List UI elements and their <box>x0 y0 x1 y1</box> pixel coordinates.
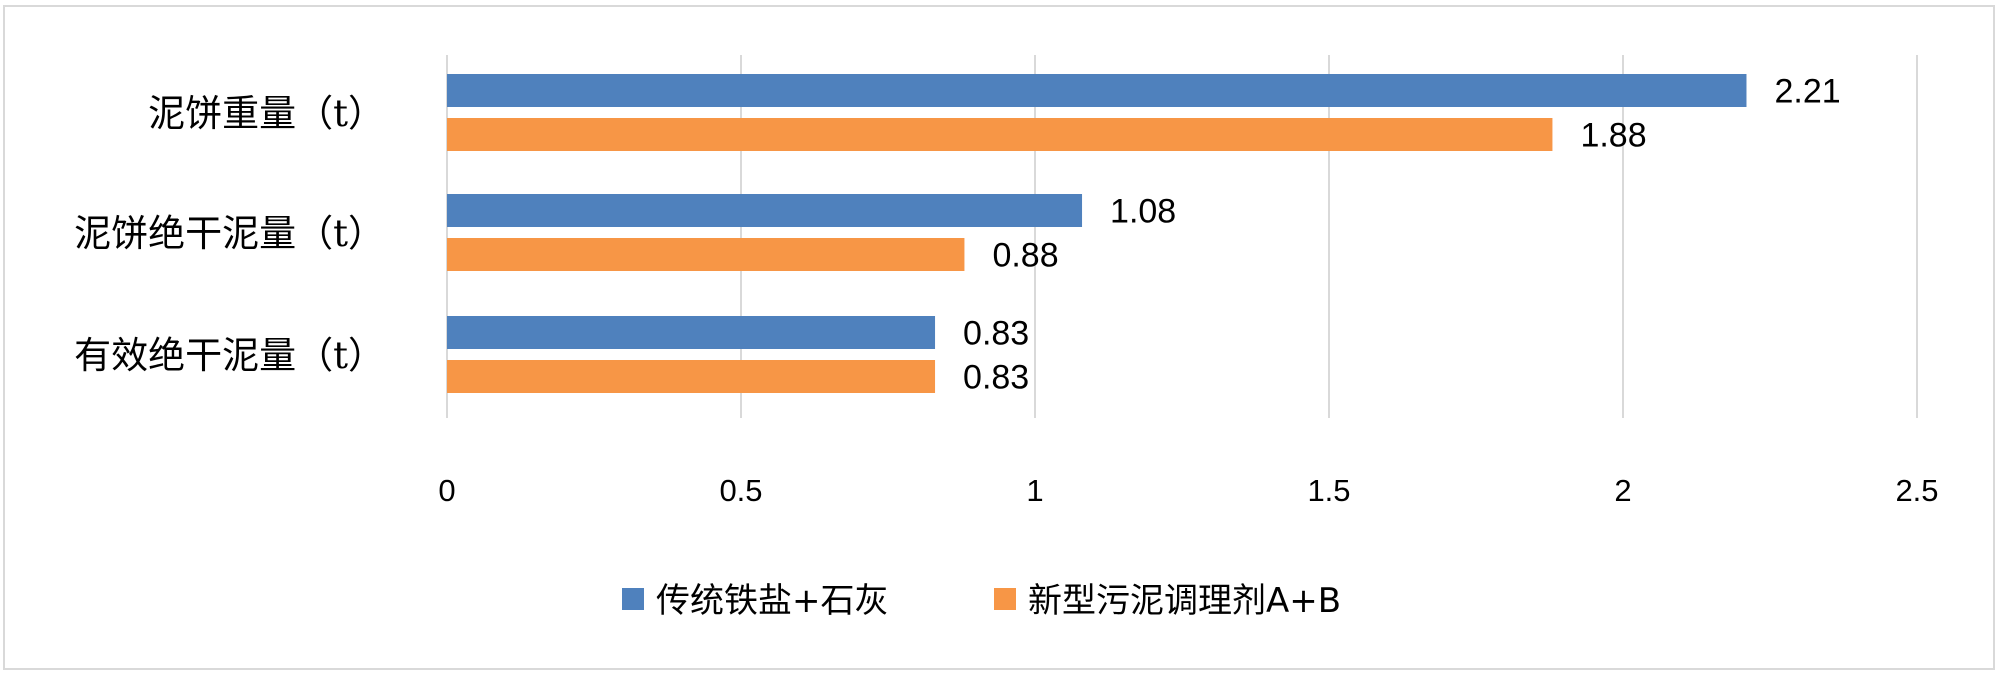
bar-series-1 <box>447 194 1083 227</box>
legend: 传统铁盐+石灰 新型污泥调理剂A+B <box>622 581 1341 621</box>
category-label: 泥饼重量（t） <box>148 92 385 135</box>
x-tick-label: 2.5 <box>1895 473 1938 508</box>
bar-series-2 <box>447 360 936 393</box>
category-labels: 泥饼重量（t） 泥饼绝干泥量（t） 有效绝干泥量（t） <box>74 92 385 377</box>
data-label: 1.08 <box>1110 193 1176 231</box>
category-label: 泥饼绝干泥量（t） <box>74 212 385 255</box>
data-label: 1.88 <box>1580 117 1646 155</box>
legend-swatch <box>622 588 644 610</box>
bars <box>447 74 1747 393</box>
category-label: 有效绝干泥量（t） <box>74 334 385 377</box>
x-axis-tick-labels: 0 0.5 1 1.5 2 2.5 <box>438 473 1938 508</box>
legend-label: 新型污泥调理剂A+B <box>1028 581 1341 621</box>
data-label: 0.88 <box>992 237 1058 275</box>
bar-series-2 <box>447 238 965 271</box>
legend-swatch <box>994 588 1016 610</box>
x-tick-label: 0 <box>438 473 455 508</box>
bar-series-1 <box>447 74 1747 107</box>
legend-label: 传统铁盐+石灰 <box>656 581 889 621</box>
bar-series-1 <box>447 316 936 349</box>
data-label: 0.83 <box>963 315 1029 353</box>
data-labels: 2.21 1.08 0.83 1.88 0.88 0.83 <box>963 73 1841 397</box>
x-tick-label: 1.5 <box>1307 473 1350 508</box>
x-tick-label: 1 <box>1026 473 1043 508</box>
chart-frame <box>3 5 1995 670</box>
x-tick-label: 2 <box>1614 473 1631 508</box>
gridlines <box>446 55 1918 418</box>
x-tick-label: 0.5 <box>719 473 762 508</box>
bar-series-2 <box>447 118 1553 151</box>
data-label: 2.21 <box>1774 73 1840 111</box>
data-label: 0.83 <box>963 359 1029 397</box>
